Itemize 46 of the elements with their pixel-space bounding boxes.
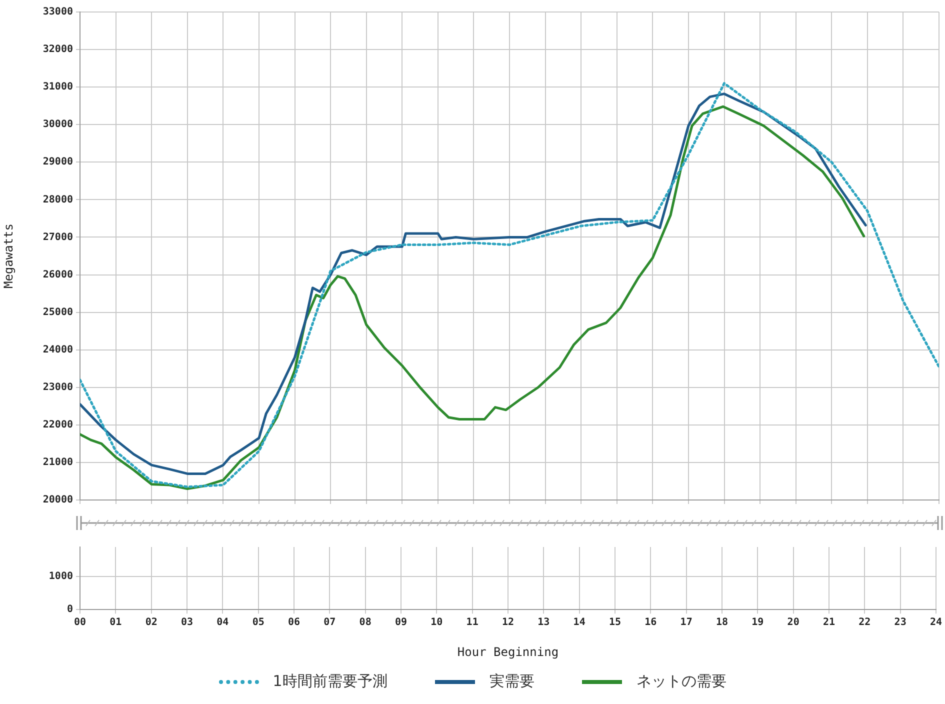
- x-tick-label: 11: [466, 617, 478, 628]
- x-tick-label: 14: [573, 617, 586, 628]
- x-tick-label: 23: [894, 617, 906, 628]
- y-tick-label: 28000: [42, 194, 73, 206]
- x-tick-label: 13: [538, 617, 550, 628]
- x-tick-label: 08: [359, 617, 372, 628]
- legend-label: ネットの需要: [636, 672, 726, 691]
- y-tick-label: 27000: [42, 232, 73, 243]
- y-tick-label: 29000: [42, 156, 73, 168]
- x-tick-label: 20: [787, 617, 800, 628]
- y-tick-label: 30000: [42, 119, 73, 130]
- x-tick-label: 21: [822, 617, 836, 628]
- x-tick-label: 24: [930, 617, 942, 628]
- x-tick-label: 22: [858, 617, 871, 628]
- x-tick-label: 12: [502, 617, 514, 628]
- legend-label: 1時間前需要予測: [272, 672, 388, 691]
- y-tick-label: 1000: [48, 571, 73, 582]
- x-tick-label: 15: [608, 617, 622, 628]
- x-tick-label: 17: [680, 617, 692, 628]
- y-axis-title: Megawatts: [1, 223, 16, 289]
- x-tick-label: 09: [394, 617, 408, 628]
- y-tick-label: 25000: [42, 306, 73, 318]
- x-tick-label: 03: [180, 617, 194, 628]
- y-tick-label: 22000: [42, 420, 73, 431]
- x-tick-label: 05: [252, 617, 264, 628]
- y-tick-label: 32000: [42, 44, 73, 56]
- legend-label: 実需要: [489, 672, 534, 691]
- y-tick-label: 24000: [42, 344, 73, 356]
- x-tick-label: 16: [644, 617, 657, 628]
- y-tick-label: 31000: [42, 82, 73, 93]
- x-tick-label: 04: [216, 617, 229, 628]
- x-tick-label: 06: [288, 617, 300, 628]
- y-tick-label: 26000: [42, 269, 73, 280]
- x-tick-label: 18: [716, 617, 728, 628]
- x-axis-title: Hour Beginning: [457, 644, 559, 659]
- x-tick-label: 02: [145, 617, 158, 628]
- y-tick-label: 23000: [42, 382, 73, 393]
- x-tick-label: 10: [430, 617, 443, 628]
- y-tick-label: 33000: [42, 6, 73, 18]
- x-tick-label: 01: [110, 617, 122, 628]
- y-tick-label: 0: [66, 604, 73, 616]
- y-tick-label: 20000: [42, 494, 73, 506]
- x-tick-label: 19: [752, 617, 764, 628]
- x-tick-label: 00: [74, 617, 86, 628]
- x-tick-label: 07: [324, 617, 336, 628]
- y-tick-label: 21000: [42, 457, 73, 468]
